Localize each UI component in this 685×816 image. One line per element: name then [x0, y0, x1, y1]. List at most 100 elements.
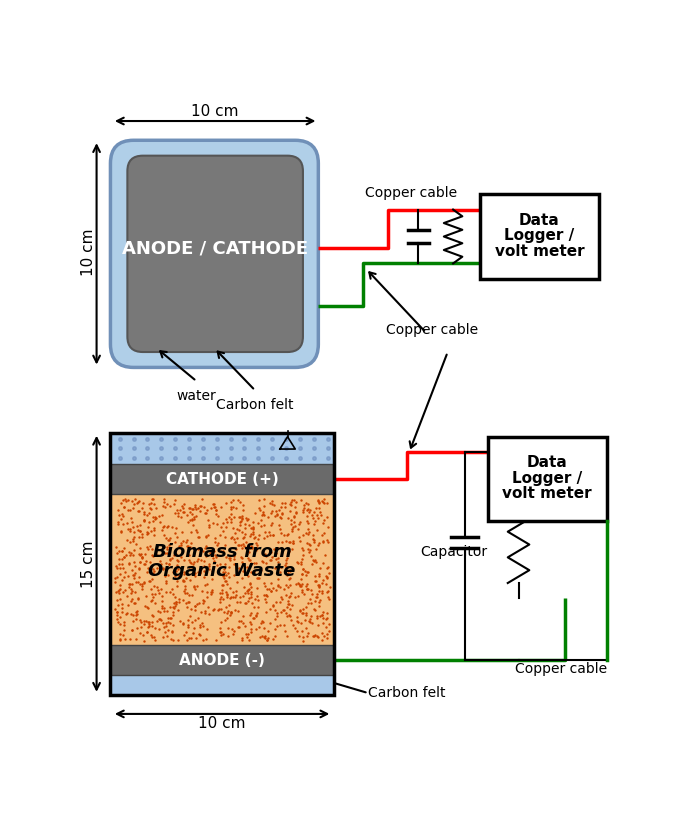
Point — [264, 553, 275, 566]
Point — [234, 538, 245, 551]
Point — [186, 602, 197, 615]
Point — [295, 605, 306, 618]
Point — [127, 533, 138, 546]
Point — [184, 502, 195, 515]
Point — [202, 623, 213, 636]
Point — [272, 606, 283, 619]
Point — [202, 585, 213, 598]
Point — [203, 608, 214, 621]
Point — [177, 617, 188, 630]
Point — [236, 556, 247, 569]
Point — [142, 565, 153, 579]
Point — [238, 539, 249, 552]
Point — [203, 513, 214, 526]
Point — [240, 541, 251, 554]
Point — [219, 614, 230, 627]
Point — [195, 499, 206, 512]
Point — [308, 512, 319, 525]
Point — [221, 568, 232, 581]
Point — [216, 544, 227, 557]
Point — [147, 549, 158, 562]
Point — [270, 623, 281, 636]
Point — [119, 501, 129, 514]
Point — [112, 546, 123, 559]
Point — [187, 557, 198, 570]
Point — [114, 587, 125, 600]
Point — [169, 506, 180, 519]
Point — [235, 495, 246, 508]
Point — [318, 526, 329, 539]
Point — [227, 531, 238, 544]
Point — [284, 564, 295, 577]
FancyBboxPatch shape — [110, 140, 319, 367]
Point — [256, 513, 266, 526]
Point — [268, 598, 279, 611]
Point — [158, 520, 169, 533]
Point — [142, 521, 153, 534]
Point — [249, 557, 260, 570]
Point — [269, 612, 280, 625]
Point — [258, 518, 269, 531]
Point — [142, 561, 153, 574]
Point — [295, 556, 306, 569]
Point — [301, 583, 312, 596]
Point — [128, 534, 139, 547]
Point — [288, 515, 299, 528]
Point — [204, 521, 215, 534]
Point — [296, 617, 307, 630]
Point — [161, 540, 172, 553]
Point — [306, 508, 317, 521]
Point — [252, 517, 263, 530]
Point — [114, 617, 125, 630]
Point — [234, 511, 245, 524]
Point — [303, 545, 314, 558]
Point — [275, 511, 286, 524]
Point — [136, 578, 147, 591]
Point — [147, 616, 158, 629]
Point — [185, 502, 196, 515]
Point — [192, 555, 203, 568]
Point — [151, 512, 162, 525]
Point — [146, 583, 157, 596]
Point — [308, 630, 319, 643]
Point — [226, 606, 237, 619]
Point — [259, 493, 270, 506]
Point — [208, 602, 219, 615]
Point — [223, 510, 234, 523]
Point — [283, 608, 294, 621]
Point — [245, 618, 256, 631]
Point — [123, 580, 134, 593]
Point — [137, 583, 148, 596]
Point — [182, 540, 193, 553]
Point — [188, 513, 199, 526]
Point — [274, 565, 285, 579]
Point — [322, 584, 333, 597]
Point — [277, 604, 288, 617]
Point — [174, 596, 185, 609]
Point — [245, 557, 256, 570]
Point — [229, 526, 240, 539]
Point — [162, 534, 173, 547]
Point — [323, 624, 334, 637]
Point — [273, 552, 284, 565]
Point — [247, 596, 258, 610]
Text: 10 cm: 10 cm — [82, 228, 97, 276]
Point — [319, 514, 329, 527]
Point — [238, 565, 249, 578]
Point — [119, 623, 129, 636]
Point — [273, 573, 284, 586]
Point — [259, 500, 270, 513]
Point — [295, 534, 306, 548]
Point — [222, 567, 233, 580]
Point — [221, 521, 232, 534]
Point — [308, 602, 319, 615]
Point — [133, 592, 144, 605]
Point — [201, 539, 212, 552]
Text: Carbon felt: Carbon felt — [216, 398, 294, 412]
Point — [310, 556, 321, 569]
Point — [197, 593, 208, 606]
Point — [242, 566, 253, 579]
Bar — [110, 676, 334, 694]
Point — [278, 528, 289, 541]
Point — [230, 590, 241, 603]
